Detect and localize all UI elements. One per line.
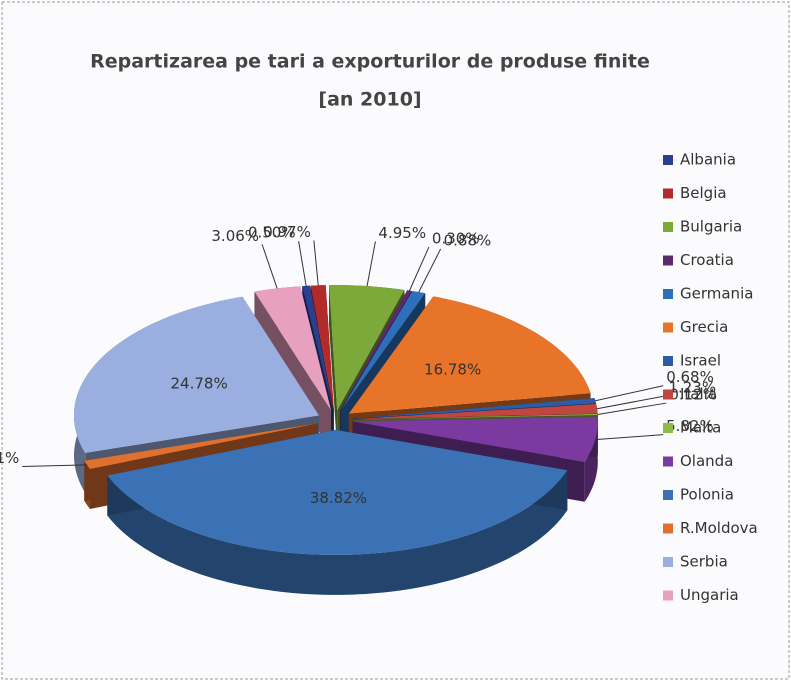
- legend-swatch: [663, 389, 673, 400]
- legend-label: Italia: [680, 385, 717, 403]
- legend-swatch: [663, 456, 673, 467]
- pie-slice: [348, 296, 591, 414]
- pie-slice: [254, 286, 332, 411]
- legend-swatch: [663, 423, 673, 433]
- pie-slice: [352, 403, 598, 420]
- leader-line: [22, 464, 87, 467]
- chart-title: Repartizarea pe tari a exporturilor de p…: [90, 51, 650, 73]
- legend-label: Grecia: [680, 318, 728, 336]
- legend-swatch: [663, 222, 673, 232]
- data-label: 0.97%: [263, 223, 311, 241]
- legend-swatch: [663, 155, 673, 165]
- pie-slice: [302, 285, 334, 411]
- data-label: 0.68%: [666, 368, 714, 386]
- slice-side: [329, 285, 338, 451]
- legend-swatch: [663, 356, 673, 366]
- data-label: 3.06%: [211, 227, 259, 245]
- legend-swatch: [663, 289, 673, 299]
- leader-line: [313, 240, 319, 286]
- chart-title: [an 2010]: [318, 89, 421, 111]
- slice-side: [584, 416, 598, 502]
- legend-label: Polonia: [680, 486, 734, 504]
- slice-side: [107, 470, 568, 595]
- legend-label: Belgia: [680, 184, 727, 202]
- data-label: 16.78%: [424, 360, 481, 378]
- legend-label: Ungaria: [680, 586, 739, 604]
- legend-label: Malta: [680, 419, 721, 437]
- legend-label: Croatia: [680, 251, 734, 269]
- pie-slice: [84, 423, 319, 469]
- legend-label: R.Moldova: [680, 519, 758, 537]
- legend-swatch: [663, 523, 673, 534]
- data-label: 1.23%: [668, 378, 716, 396]
- pie-slice: [340, 291, 426, 411]
- data-label: 0.30%: [432, 230, 480, 248]
- data-label: 0.88%: [444, 231, 492, 249]
- data-label: 5.82%: [666, 417, 714, 435]
- data-label: 24.78%: [171, 375, 228, 393]
- legend-swatch: [663, 322, 673, 333]
- legend-label: Olanda: [680, 452, 733, 470]
- leader-line: [261, 244, 278, 289]
- leader-line: [409, 246, 430, 291]
- leader-line: [596, 395, 666, 410]
- pie-slice: [107, 429, 568, 555]
- legend-swatch: [663, 590, 673, 601]
- data-label: 38.82%: [310, 489, 367, 507]
- data-label: 4.95%: [378, 224, 426, 242]
- pie-slice: [352, 414, 598, 420]
- leader-line: [298, 241, 307, 286]
- legend-swatch: [663, 255, 673, 266]
- pie-slice: [340, 290, 412, 411]
- pie-slice: [310, 285, 334, 411]
- pie-tops: [73, 285, 598, 555]
- legend-swatch: [663, 490, 673, 500]
- leader-line: [595, 385, 664, 402]
- legend-label: Bulgaria: [680, 218, 742, 236]
- leader-line: [418, 248, 442, 293]
- data-label: 0.12%: [669, 386, 717, 404]
- legend-swatch: [663, 557, 673, 567]
- leader-line: [366, 241, 376, 287]
- legend-label: Serbia: [680, 553, 728, 571]
- data-label: 1.11%: [0, 449, 19, 467]
- legend-label: Germania: [680, 285, 753, 303]
- legend-swatch: [663, 188, 673, 199]
- pie-slice: [73, 296, 319, 453]
- pie-slice: [352, 416, 598, 462]
- leader-line: [595, 434, 664, 441]
- pie-slice: [352, 398, 596, 419]
- pie-slice: [329, 285, 405, 411]
- legend-label: Israel: [680, 352, 721, 370]
- legend-label: Albania: [680, 151, 736, 169]
- data-label: 0.50%: [248, 224, 296, 242]
- leader-line: [597, 402, 667, 415]
